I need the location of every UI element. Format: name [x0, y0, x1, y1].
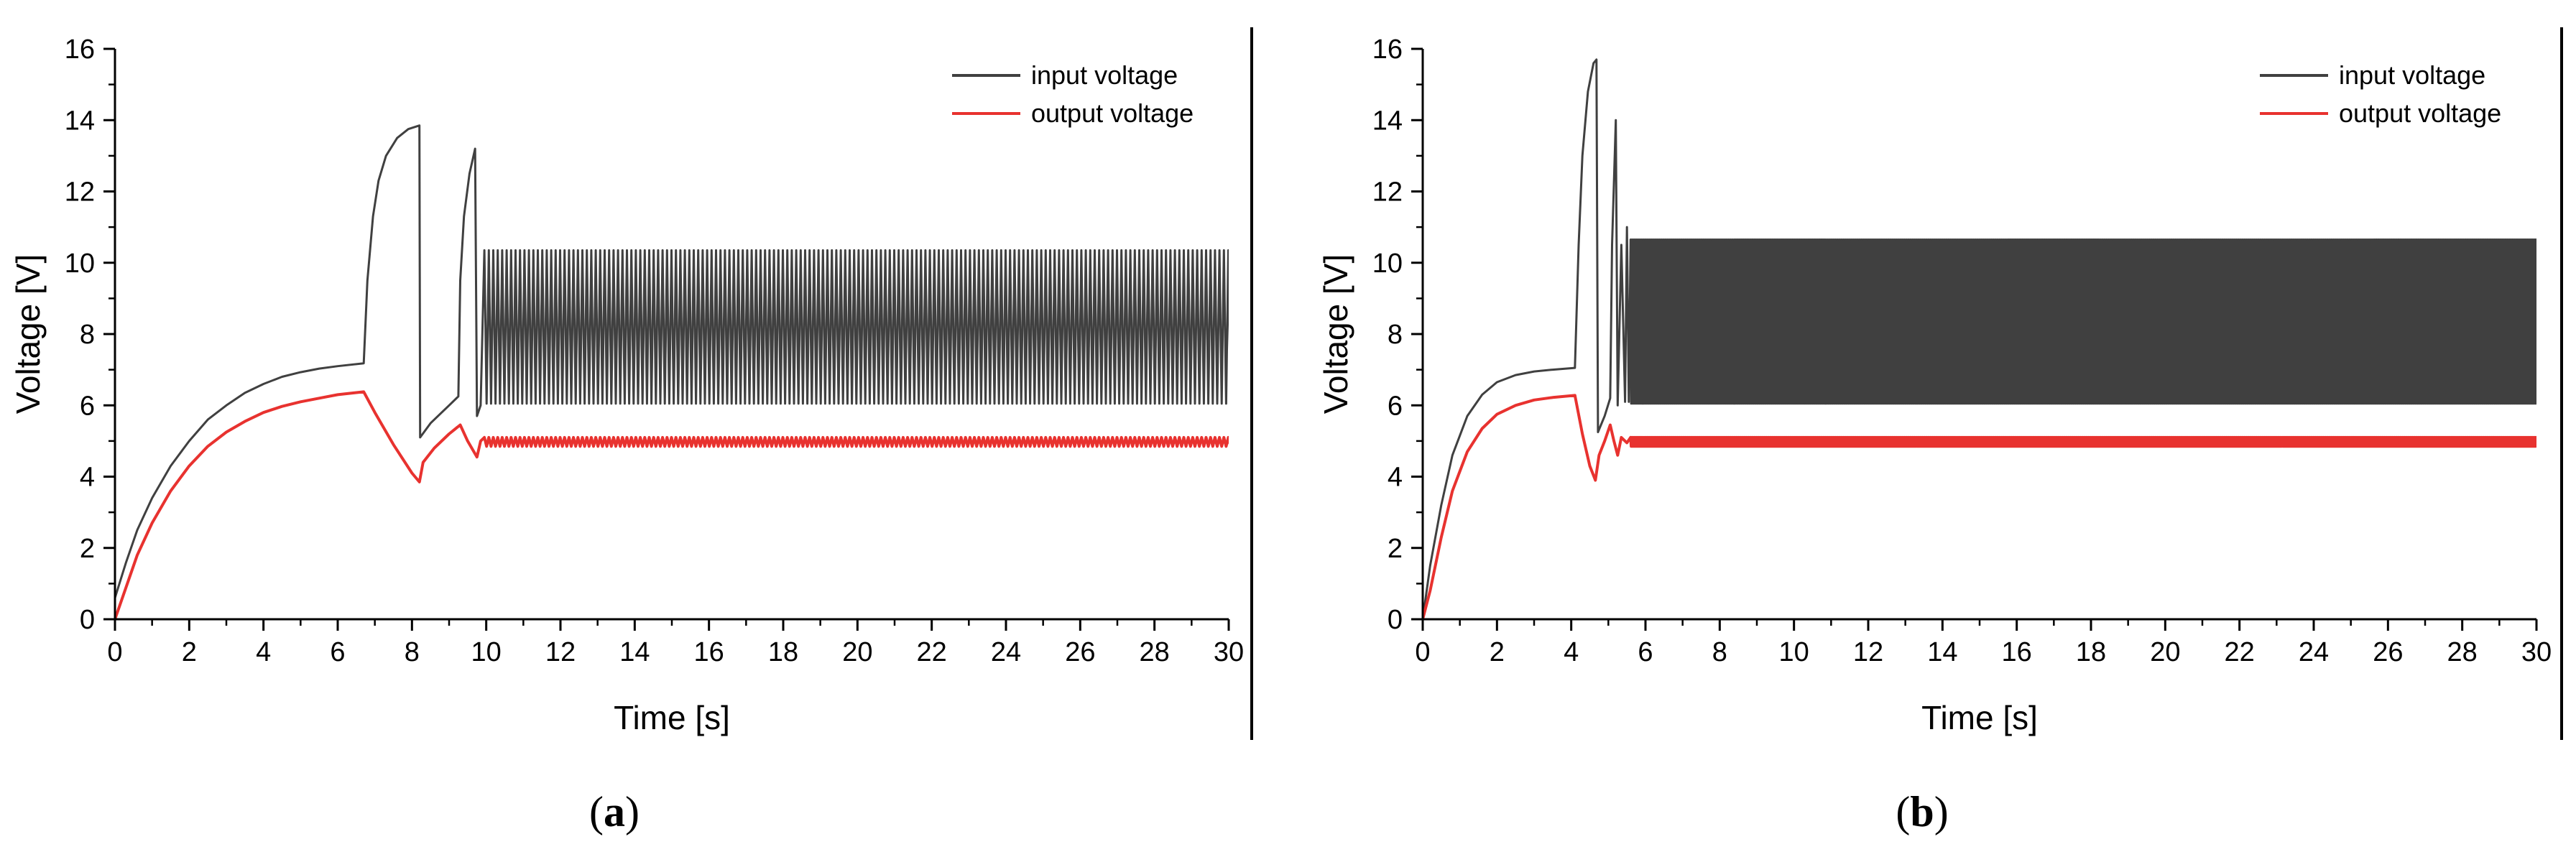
x-tick-label: 16: [2002, 637, 2032, 667]
caption-paren-close: ): [625, 788, 640, 835]
legend-label: input voltage: [2339, 60, 2485, 90]
x-tick-label: 18: [768, 637, 798, 667]
y-tick-label: 12: [65, 177, 95, 208]
x-tick-label: 0: [1415, 637, 1430, 667]
x-tick-label: 18: [2076, 637, 2106, 667]
x-tick-label: 14: [1927, 637, 1957, 667]
y-tick-label: 6: [80, 391, 95, 421]
legend-label: output voltage: [2339, 98, 2501, 128]
x-tick-label: 28: [1140, 637, 1170, 667]
y-tick-label: 8: [80, 320, 95, 350]
legend-label: input voltage: [1031, 60, 1178, 90]
x-tick-label: 30: [2521, 637, 2552, 667]
x-tick-label: 10: [471, 637, 502, 667]
y-tick-label: 10: [1372, 249, 1403, 279]
caption-paren-close: ): [1934, 788, 1949, 835]
series-line-output-voltage: [1423, 394, 2536, 620]
x-tick-label: 2: [182, 637, 197, 667]
x-tick-label: 2: [1490, 637, 1505, 667]
y-tick-label: 14: [65, 106, 95, 136]
x-tick-label: 8: [405, 637, 420, 667]
x-tick-label: 28: [2447, 637, 2478, 667]
caption-letter: b: [1910, 788, 1934, 835]
y-axis-label: Voltage [V]: [9, 254, 47, 415]
x-tick-label: 16: [694, 637, 724, 667]
series-line-output-voltage: [115, 390, 1229, 620]
y-tick-label: 14: [1372, 106, 1403, 136]
x-tick-label: 30: [1214, 637, 1244, 667]
x-tick-label: 24: [991, 637, 1021, 667]
x-tick-label: 26: [2373, 637, 2403, 667]
x-tick-label: 8: [1712, 637, 1727, 667]
caption-letter: a: [604, 788, 625, 835]
y-tick-label: 10: [65, 249, 95, 279]
y-tick-label: 0: [1388, 605, 1403, 635]
y-tick-label: 6: [1388, 391, 1403, 421]
x-tick-label: 20: [842, 637, 872, 667]
y-tick-label: 4: [1388, 463, 1403, 493]
x-tick-label: 6: [330, 637, 345, 667]
x-tick-label: 24: [2299, 637, 2329, 667]
x-tick-label: 12: [545, 637, 576, 667]
x-tick-label: 26: [1065, 637, 1095, 667]
x-axis-label: Time [s]: [614, 699, 730, 736]
x-tick-label: 4: [1564, 637, 1579, 667]
chart-panel-a: 0 2 4 6 8 10 12 14 16 18 20 22 24 26 28 300246810121416…: [9, 27, 1253, 835]
x-tick-label: 4: [256, 637, 271, 667]
y-axis-label: Voltage [V]: [1317, 254, 1354, 415]
series-line-input-voltage: [1423, 58, 2536, 620]
chart-panel-b: 0 2 4 6 8 10 12 14 16 18 20 22 24 26 28 300246810121416…: [1317, 27, 2563, 835]
y-tick-label: 2: [1388, 534, 1403, 564]
y-tick-label: 0: [80, 605, 95, 635]
panel-caption: (b): [1896, 788, 1948, 835]
x-axis-label: Time [s]: [1921, 699, 2038, 736]
x-tick-label: 0: [107, 637, 122, 667]
y-tick-label: 16: [65, 34, 95, 65]
x-tick-label: 10: [1779, 637, 1809, 667]
x-tick-label: 22: [917, 637, 947, 667]
x-tick-label: 6: [1638, 637, 1653, 667]
caption-paren-open: (: [589, 788, 604, 835]
x-tick-label: 14: [619, 637, 650, 667]
panel-caption: (a): [589, 788, 640, 835]
x-tick-label: 22: [2225, 637, 2255, 667]
caption-paren-open: (: [1896, 788, 1910, 835]
y-tick-label: 4: [80, 463, 95, 493]
x-tick-label: 20: [2150, 637, 2180, 667]
y-tick-label: 2: [80, 534, 95, 564]
legend-label: output voltage: [1031, 98, 1194, 128]
y-tick-label: 12: [1372, 177, 1403, 208]
y-tick-label: 16: [1372, 34, 1403, 65]
y-tick-label: 8: [1388, 320, 1403, 350]
series-line-input-voltage: [115, 124, 1229, 598]
x-tick-label: 12: [1853, 637, 1883, 667]
